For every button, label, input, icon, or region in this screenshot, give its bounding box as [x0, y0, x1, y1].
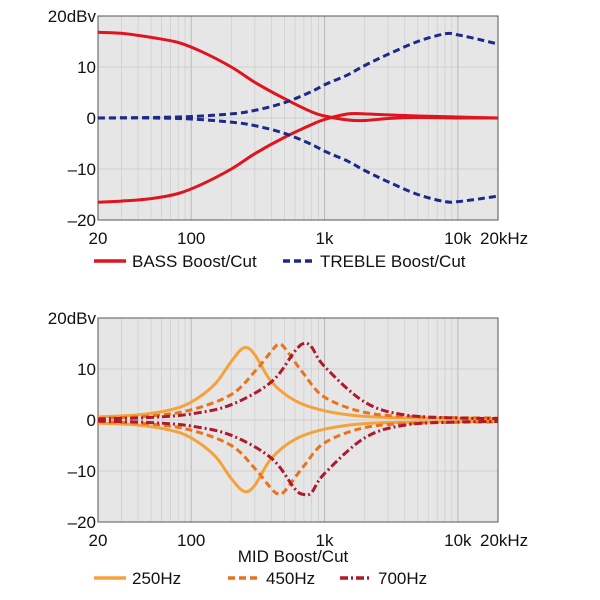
y-tick-label: 10 [77, 360, 96, 379]
y-tick-label: 20dBv [48, 309, 97, 328]
legend-item-450hz: 450Hz [228, 569, 315, 588]
x-tick-label: 10k [444, 531, 472, 550]
x-tick-label: 20 [89, 229, 108, 248]
x-tick-label: 1k [316, 531, 334, 550]
series-line-treble-boost-cut-boost [98, 31, 498, 120]
series-line-700hz-cut [98, 419, 498, 497]
legend-item-bass-boost-cut: BASS Boost/Cut [94, 252, 257, 271]
y-tick-label: –20 [68, 211, 96, 230]
y-tick-label: –10 [68, 462, 96, 481]
legend-label: 250Hz [132, 569, 181, 588]
x-tick-label: 20kHz [480, 229, 528, 248]
legend-item-treble-boost-cut: TREBLE Boost/Cut [283, 252, 466, 271]
legend-label: 700Hz [378, 569, 427, 588]
legend-item-700hz: 700Hz [340, 569, 427, 588]
series-line-450hz-cut [98, 420, 498, 497]
series-line-bass-boost-cut-boost [98, 30, 498, 123]
y-tick-label: 0 [87, 109, 96, 128]
y-tick-label: 0 [87, 411, 96, 430]
y-tick-label: –10 [68, 160, 96, 179]
y-tick-label: 10 [77, 58, 96, 77]
x-tick-label: 20 [89, 531, 108, 550]
x-tick-label: 20kHz [480, 531, 528, 550]
y-tick-label: –20 [68, 513, 96, 532]
legend-label: BASS Boost/Cut [132, 252, 257, 271]
x-tick-label: 1k [316, 229, 334, 248]
series-line-bass-boost-cut-cut [98, 111, 498, 204]
x-tick-label: 100 [177, 531, 205, 550]
series-line-treble-boost-cut-cut [98, 116, 498, 204]
series-line-700hz-boost [98, 341, 498, 421]
x-tick-label: 10k [444, 229, 472, 248]
legend-item-250hz: 250Hz [94, 569, 181, 588]
x-tick-label: 100 [177, 229, 205, 248]
series-line-450hz-boost [98, 342, 498, 420]
x-axis-label: MID Boost/Cut [238, 547, 349, 566]
legend-label: 450Hz [266, 569, 315, 588]
series-line-250hz-cut [98, 420, 498, 494]
y-tick-label: 20dBv [48, 7, 97, 26]
series-line-250hz-boost [98, 345, 498, 420]
legend-label: TREBLE Boost/Cut [320, 252, 466, 271]
